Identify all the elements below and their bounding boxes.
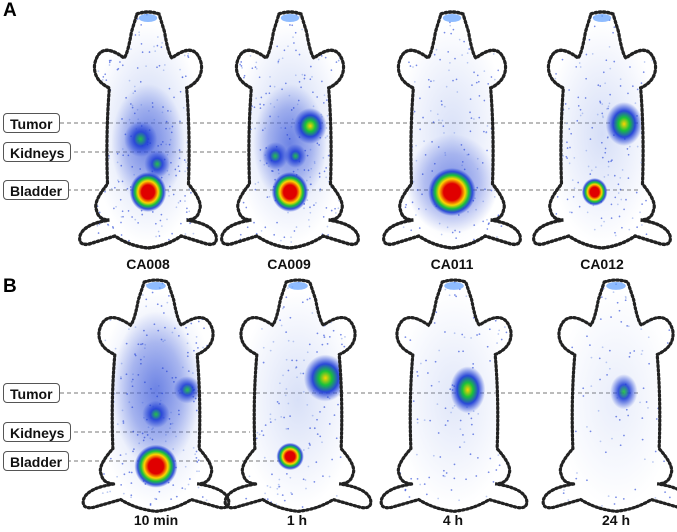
label-tumor-b: Tumor [3, 383, 60, 403]
mouse-4-h [379, 278, 529, 513]
caption-ca008: CA008 [126, 256, 170, 272]
label-tumor-a: Tumor [3, 113, 60, 133]
caption-ca011: CA011 [430, 256, 474, 272]
mouse-ca008 [78, 10, 218, 250]
label-kidneys-a: Kidneys [3, 142, 72, 162]
caption-4-h: 4 h [442, 512, 464, 528]
label-bladder-a: Bladder [3, 180, 70, 200]
label-kidneys-b: Kidneys [3, 422, 72, 442]
mouse-1-h [223, 278, 373, 513]
caption-10-min: 10 min [133, 512, 179, 528]
label-bladder-b: Bladder [3, 451, 70, 471]
mouse-ca011 [382, 10, 522, 250]
mouse-ca012 [532, 10, 672, 250]
caption-1-h: 1 h [286, 512, 308, 528]
panel-letter-b: B [3, 276, 17, 297]
caption-24-h: 24 h [601, 512, 630, 528]
panel-letter-a: A [3, 0, 17, 21]
caption-ca012: CA012 [580, 256, 624, 272]
mouse-ca009 [220, 10, 360, 250]
mouse-24-h [541, 278, 677, 513]
caption-ca009: CA009 [267, 256, 311, 272]
mouse-10-min [81, 278, 231, 513]
